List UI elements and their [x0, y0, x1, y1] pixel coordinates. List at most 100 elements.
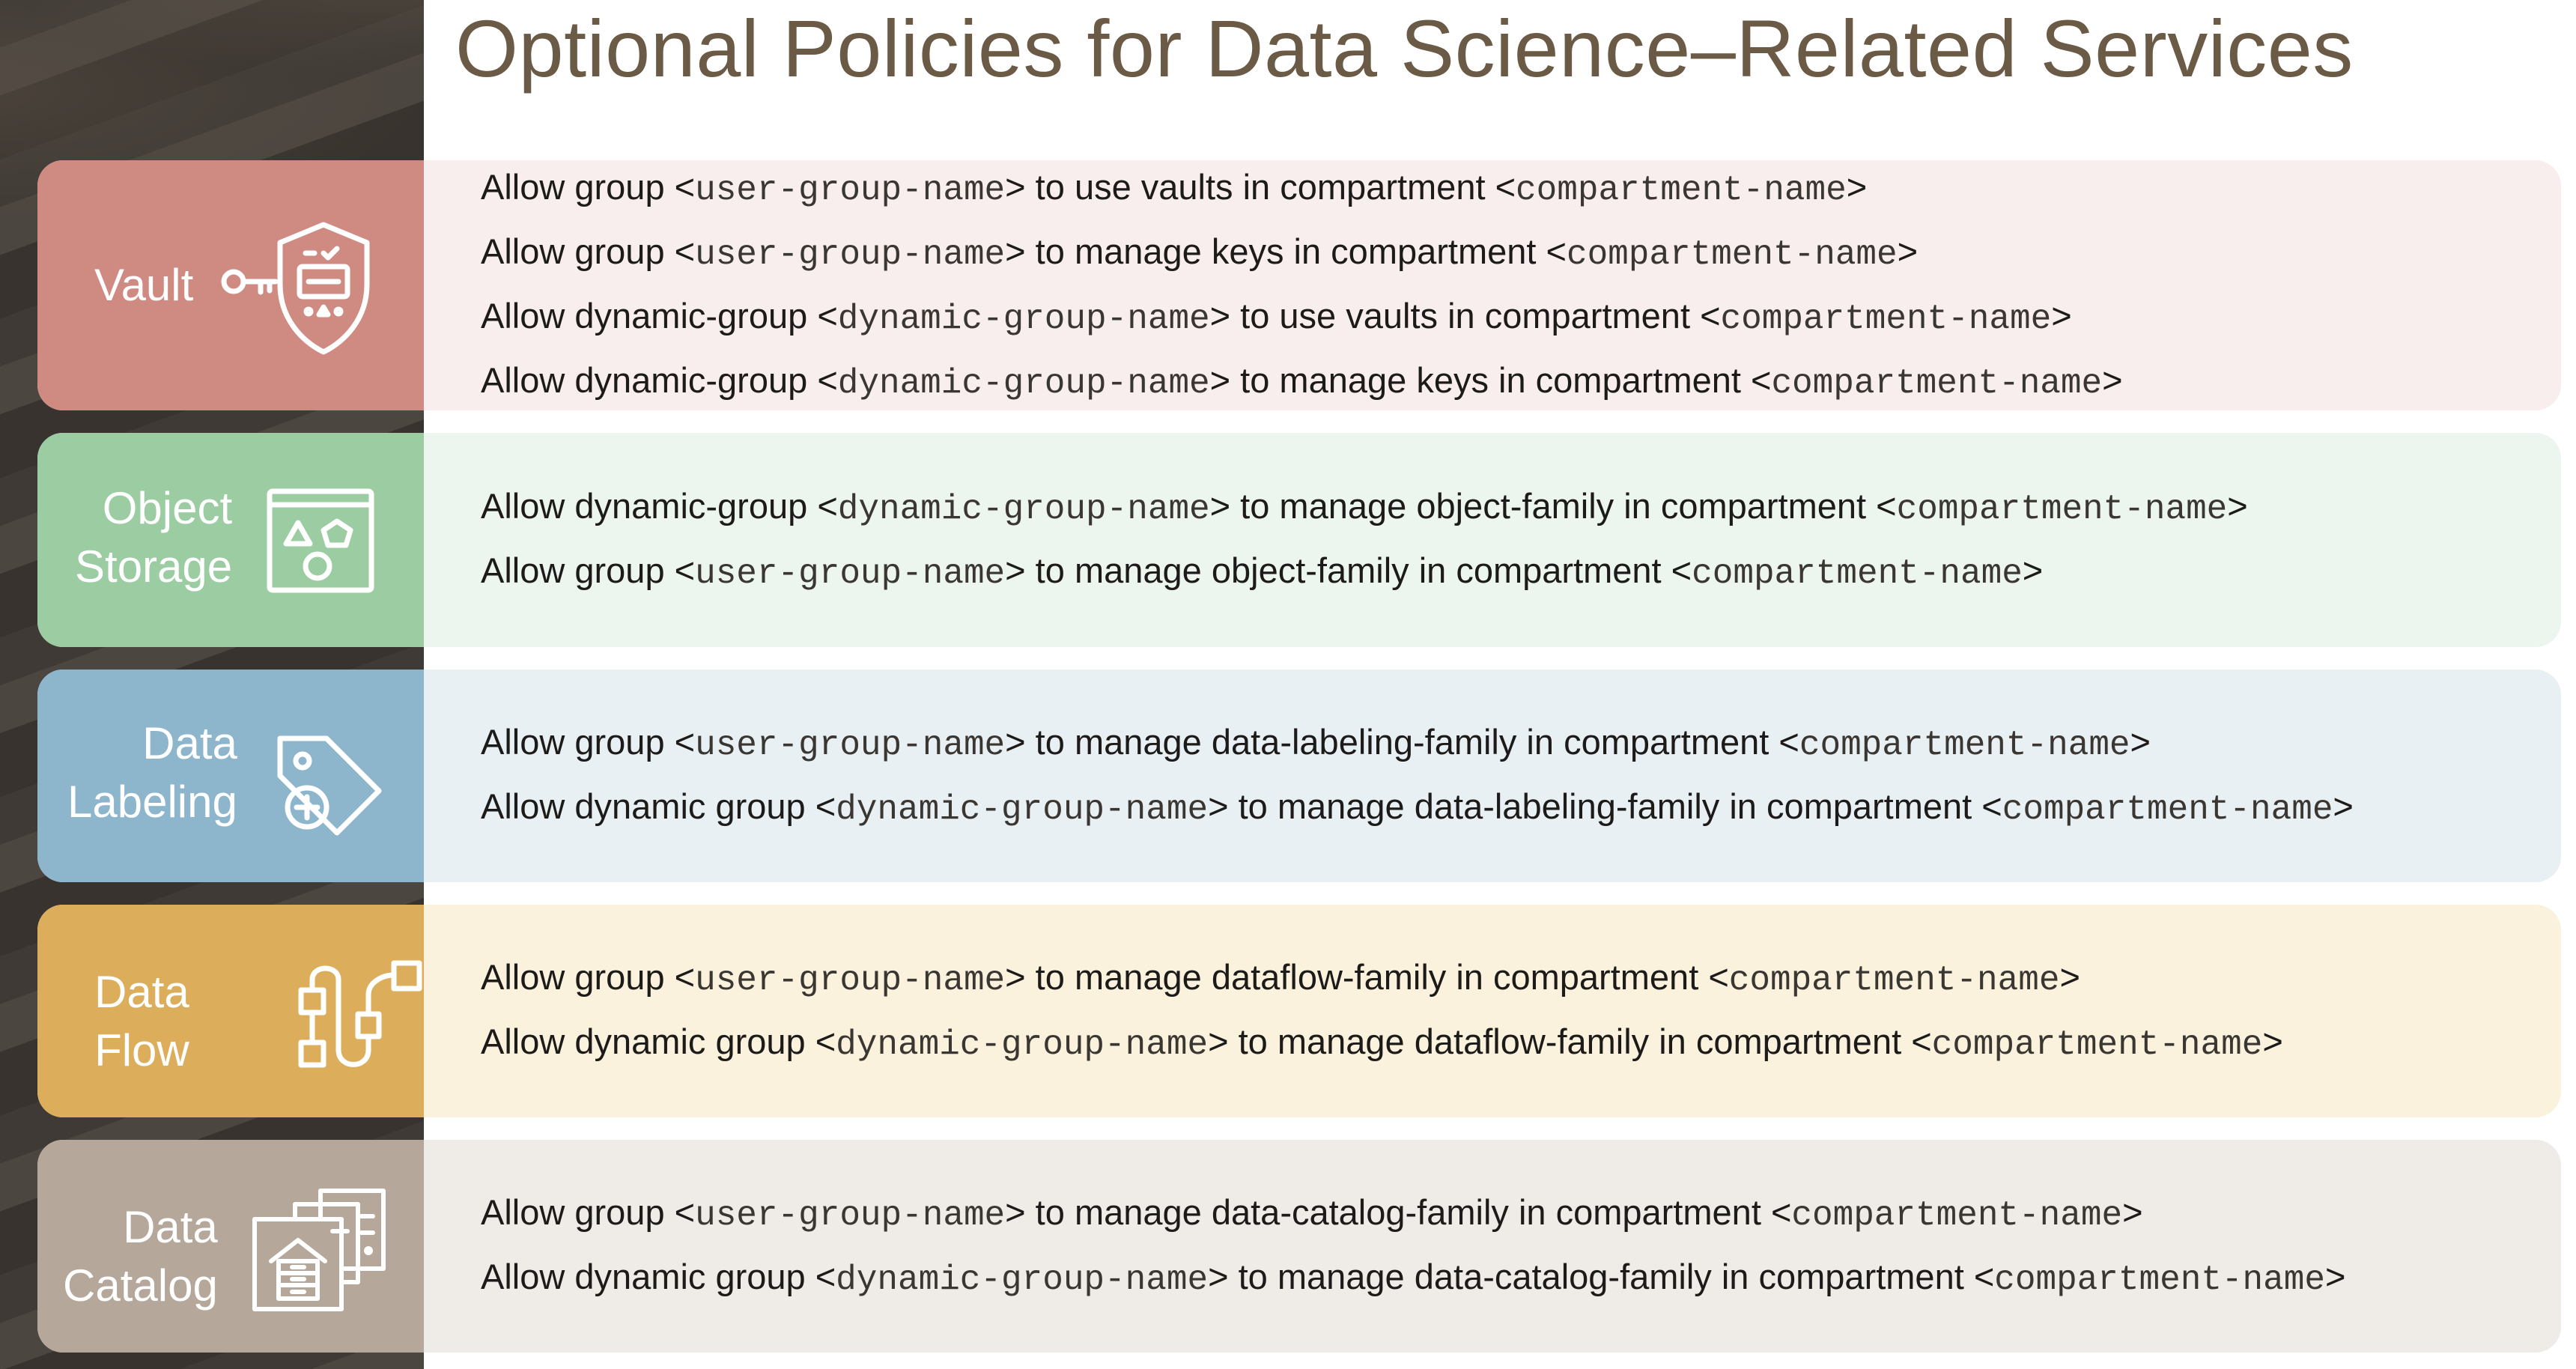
policy-list: Allow group <user-group-name> to manage …	[424, 670, 2561, 882]
section-label: Data Flow	[94, 967, 189, 1075]
policy-list: Allow group <user-group-name> to use vau…	[424, 160, 2561, 410]
policy-text: to use vaults in compartment	[1230, 296, 1701, 336]
placeholder-variable: compartment-name	[1931, 1025, 2263, 1064]
policy-section-data-flow: Data Flow Allow group <user-group-name> …	[37, 905, 2561, 1117]
policy-list: Allow group <user-group-name> to manage …	[424, 1140, 2561, 1353]
section-label: Data Catalog	[63, 1202, 218, 1311]
placeholder-bracket: >	[1897, 231, 1919, 271]
section-tile-object-storage: Object Storage	[37, 433, 424, 647]
policy-section-data-catalog: Data Catalog Allow group <user-group-nam…	[37, 1140, 2561, 1353]
placeholder-variable: user-group-name	[695, 235, 1006, 274]
placeholder-bracket: >	[2059, 957, 2080, 997]
policy-section-object-storage: Object Storage Allow dynamic-group <dyna…	[37, 433, 2561, 647]
policy-text: Allow dynamic-group	[481, 360, 818, 400]
placeholder-bracket: <	[674, 1192, 696, 1232]
placeholder-bracket: <	[674, 231, 696, 271]
policy-statement: Allow dynamic group <dynamic-group-name>…	[481, 1246, 2561, 1311]
placeholder-bracket: >	[2262, 1022, 2283, 1061]
policy-text: Allow group	[481, 722, 675, 762]
placeholder-variable: compartment-name	[1994, 1260, 2325, 1299]
policy-text: Allow group	[481, 1192, 675, 1232]
placeholder-bracket: >	[1208, 786, 1229, 826]
placeholder-variable: user-group-name	[695, 1196, 1006, 1235]
placeholder-variable: compartment-name	[1771, 364, 2103, 403]
policy-statement: Allow group <user-group-name> to manage …	[481, 221, 2561, 285]
placeholder-bracket: >	[1005, 722, 1026, 762]
placeholder-bracket: >	[2130, 722, 2151, 762]
placeholder-bracket: >	[1209, 360, 1231, 400]
placeholder-bracket: <	[815, 1022, 836, 1061]
section-tile-vault: Vault	[37, 160, 424, 410]
placeholder-bracket: <	[674, 722, 696, 762]
placeholder-bracket: <	[1778, 722, 1799, 762]
placeholder-variable: user-group-name	[695, 554, 1006, 593]
policy-text: to manage dataflow-family in compartment	[1025, 957, 1709, 997]
policy-text: Allow dynamic group	[481, 1022, 815, 1061]
policy-text: to manage keys in compartment	[1230, 360, 1751, 400]
placeholder-variable: user-group-name	[695, 171, 1006, 210]
placeholder-variable: user-group-name	[695, 726, 1006, 765]
placeholder-variable: compartment-name	[1692, 554, 2023, 593]
placeholder-bracket: >	[1005, 957, 1026, 997]
data-catalog-building-icon	[249, 1186, 391, 1314]
placeholder-bracket: <	[674, 550, 696, 590]
object-storage-shapes-icon	[267, 488, 374, 593]
placeholder-bracket: <	[1546, 231, 1567, 271]
placeholder-variable: dynamic-group-name	[837, 300, 1210, 339]
placeholder-variable: compartment-name	[1728, 961, 2060, 1000]
section-label: Vault	[94, 260, 194, 310]
policy-text: to manage keys in compartment	[1025, 231, 1546, 271]
placeholder-bracket: <	[1981, 786, 2002, 826]
policy-section-vault: Vault Allow group <user-group-name> to u…	[37, 160, 2561, 410]
placeholder-bracket: <	[815, 1257, 836, 1296]
placeholder-variable: dynamic-group-name	[836, 790, 1209, 829]
placeholder-variable: compartment-name	[1516, 171, 1847, 210]
placeholder-bracket: <	[817, 296, 838, 336]
placeholder-bracket: <	[1770, 1192, 1792, 1232]
section-label: Data Labeling	[67, 718, 237, 827]
placeholder-variable: compartment-name	[1791, 1196, 2123, 1235]
policy-statement: Allow dynamic group <dynamic-group-name>…	[481, 776, 2561, 840]
placeholder-bracket: <	[1876, 486, 1897, 526]
policy-text: Allow dynamic-group	[481, 296, 818, 336]
placeholder-bracket: >	[1005, 167, 1026, 207]
placeholder-bracket: <	[1708, 957, 1729, 997]
policy-statement: Allow group <user-group-name> to manage …	[481, 947, 2561, 1011]
placeholder-bracket: <	[1751, 360, 1772, 400]
placeholder-bracket: >	[1005, 231, 1026, 271]
policy-text: Allow group	[481, 167, 675, 207]
placeholder-bracket: >	[2102, 360, 2123, 400]
placeholder-bracket: <	[1911, 1022, 1932, 1061]
policy-text: Allow group	[481, 550, 675, 590]
placeholder-variable: compartment-name	[1720, 300, 2052, 339]
placeholder-variable: compartment-name	[2002, 790, 2333, 829]
placeholder-variable: dynamic-group-name	[836, 1025, 1209, 1064]
placeholder-bracket: >	[1208, 1257, 1229, 1296]
placeholder-bracket: <	[817, 486, 838, 526]
placeholder-bracket: >	[2022, 550, 2044, 590]
policy-statement: Allow group <user-group-name> to manage …	[481, 711, 2561, 776]
policy-text: Allow dynamic-group	[481, 486, 818, 526]
placeholder-bracket: <	[1700, 296, 1721, 336]
page-title: Optional Policies for Data Science–Relat…	[455, 3, 2354, 94]
data-labeling-tag-icon	[274, 732, 386, 837]
placeholder-bracket: <	[674, 167, 696, 207]
placeholder-bracket: >	[1209, 296, 1231, 336]
policy-text: to manage data-catalog-family in compart…	[1025, 1192, 1771, 1232]
placeholder-bracket: <	[1495, 167, 1516, 207]
placeholder-variable: dynamic-group-name	[837, 364, 1210, 403]
placeholder-bracket: >	[2051, 296, 2072, 336]
policy-text: Allow group	[481, 957, 675, 997]
policy-section-data-labeling: Data Labeling Allow group <user-group-na…	[37, 670, 2561, 882]
section-label: Object Storage	[75, 483, 233, 592]
policy-statement: Allow dynamic-group <dynamic-group-name>…	[481, 350, 2561, 410]
policy-text: Allow dynamic group	[481, 1257, 815, 1296]
vault-shield-key-icon	[221, 219, 379, 361]
policy-text: to manage data-labeling-family in compar…	[1025, 722, 1779, 762]
policy-statement: Allow group <user-group-name> to manage …	[481, 1182, 2561, 1246]
policy-statement: Allow dynamic-group <dynamic-group-name>…	[481, 476, 2561, 540]
placeholder-variable: dynamic-group-name	[837, 490, 1210, 529]
policy-list: Allow dynamic-group <dynamic-group-name>…	[424, 433, 2561, 647]
section-tile-data-flow: Data Flow	[37, 905, 424, 1117]
placeholder-bracket: <	[1671, 550, 1692, 590]
